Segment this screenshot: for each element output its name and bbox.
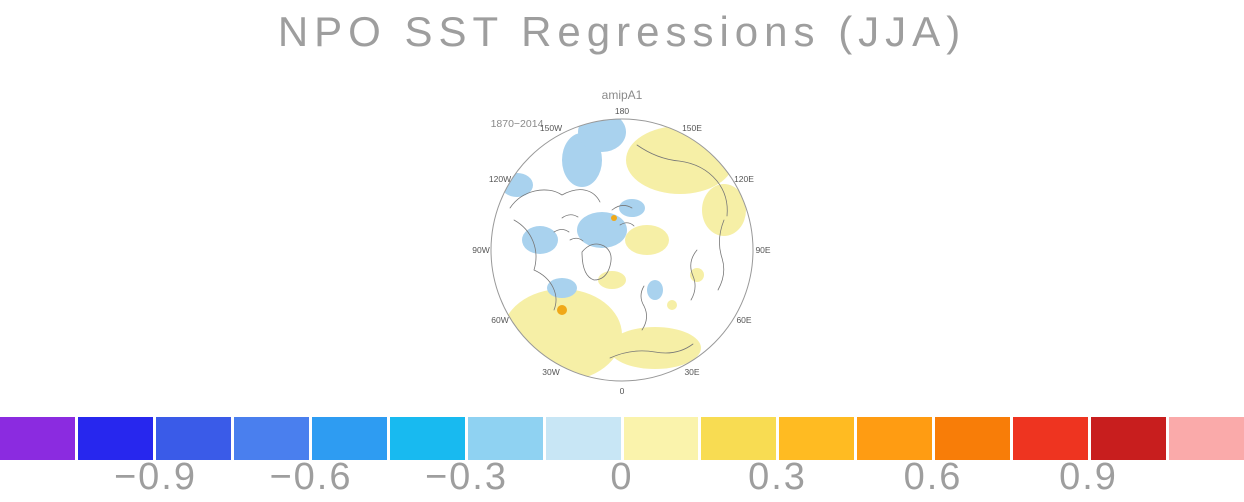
colorbar-segment-9 — [701, 417, 777, 460]
lon-label-60w: 60W — [491, 315, 508, 325]
lon-label-30w: 30W — [542, 367, 559, 377]
period-label: 1870−2014 — [491, 118, 544, 130]
colorbar-segment-13 — [1013, 417, 1089, 460]
colorbar-segment-6 — [467, 417, 543, 460]
colorbar-segment-5 — [389, 417, 465, 460]
coastlines — [509, 144, 728, 359]
projection-circle — [490, 118, 754, 382]
colorbar-tick-label: 0.3 — [748, 456, 807, 498]
colorbar-segment-11 — [857, 417, 933, 460]
map-panel: amipA1 1870−2014 180 150E 120E 90E 60E 3… — [462, 90, 782, 410]
colorbar-segment-2 — [155, 417, 231, 460]
colorbar-segment-8 — [623, 417, 699, 460]
colorbar-tick-label: 0.9 — [1059, 456, 1118, 498]
colorbar-ticks: −0.9 −0.6 −0.3 0 0.3 0.6 0.9 — [0, 456, 1244, 502]
colorbar-segment-7 — [545, 417, 621, 460]
regression-field — [491, 119, 753, 381]
lon-label-180: 180 — [615, 106, 629, 116]
colorbar-segment-15 — [1169, 417, 1244, 460]
lon-label-90w: 90W — [472, 245, 489, 255]
lon-label-120w: 120W — [489, 174, 511, 184]
lon-label-90e: 90E — [755, 245, 770, 255]
figure-title: NPO SST Regressions (JJA) — [277, 8, 967, 55]
lon-labels: 180 150E 120E 90E 60E 30E 0 30W 60W 90W … — [472, 106, 771, 396]
lon-label-0: 0 — [620, 386, 625, 396]
colorbar-segment-10 — [779, 417, 855, 460]
colorbar-segment-12 — [935, 417, 1011, 460]
colorbar-tick-label: −0.6 — [269, 456, 353, 498]
polar-map-svg: amipA1 1870−2014 180 150E 120E 90E 60E 3… — [472, 90, 771, 396]
colorbar-segment-4 — [311, 417, 387, 460]
colorbar-tick-label: 0.6 — [903, 456, 963, 498]
panel-subtitle: amipA1 — [602, 90, 643, 102]
arctic-detail — [611, 205, 635, 227]
colorbar-tick-label: −0.3 — [424, 456, 509, 498]
colorbar — [0, 417, 1244, 460]
negative-anomaly-regions — [501, 119, 663, 300]
colorbar-segment-1 — [77, 417, 153, 460]
strong-positive-spots — [557, 215, 617, 315]
lon-label-150w: 150W — [540, 123, 562, 133]
lon-label-150e: 150E — [682, 123, 702, 133]
lon-label-30e: 30E — [684, 367, 699, 377]
colorbar-tick-label: 0 — [610, 456, 634, 498]
colorbar-segment-0 — [0, 417, 75, 460]
lon-label-60e: 60E — [736, 315, 751, 325]
colorbar-segment-14 — [1091, 417, 1167, 460]
colorbar-tick-label: −0.9 — [113, 456, 198, 498]
colorbar-segment-3 — [233, 417, 309, 460]
lon-label-120e: 120E — [734, 174, 754, 184]
